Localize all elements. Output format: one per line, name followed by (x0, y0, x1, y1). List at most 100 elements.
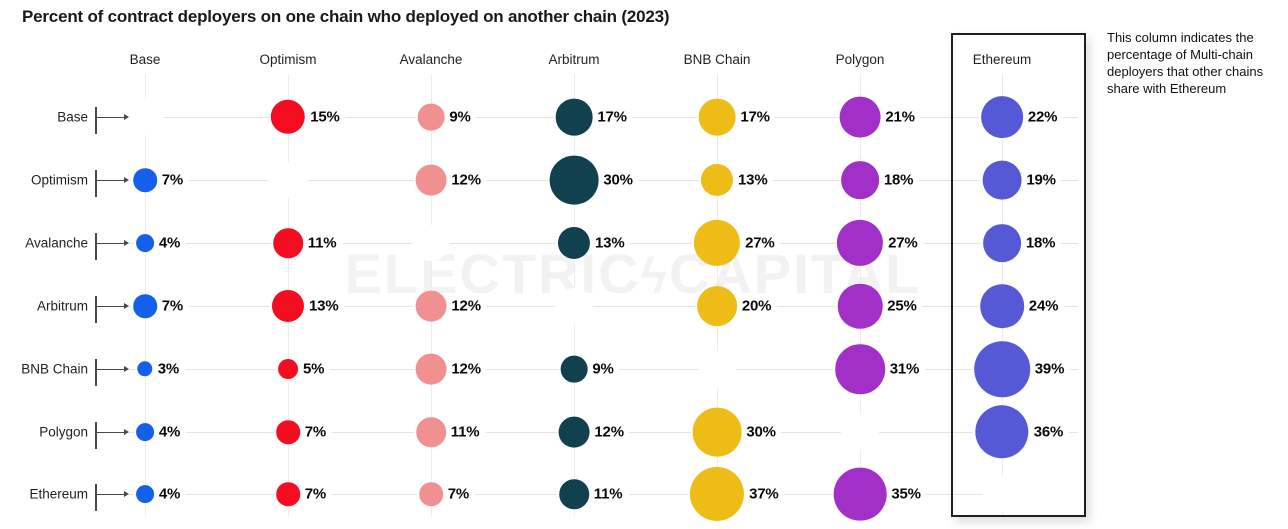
diagonal-mask (127, 99, 163, 135)
gridline-horizontal (307, 179, 414, 181)
annotation-note: This column indicates the percentage of … (1107, 30, 1264, 96)
gridline-horizontal (773, 179, 840, 181)
gridline-horizontal (486, 305, 555, 307)
diagonal-mask (699, 351, 735, 387)
row-arrow-line (96, 493, 124, 495)
bubble-polygon-ethereum (975, 405, 1029, 459)
bubble-optimism-ethereum (982, 160, 1022, 200)
row-arrow-head (124, 365, 129, 372)
row-tick (95, 359, 97, 386)
gridline-horizontal (474, 493, 558, 495)
bubble-avalanche-polygon (836, 219, 884, 267)
bubble-avalanche-arbitrum (557, 226, 591, 260)
watermark-text-left: ELECTRIC (344, 242, 641, 305)
gridline-horizontal (486, 179, 548, 181)
value-label-avalanche-ethereum: 18% (1025, 234, 1056, 252)
gridline-horizontal (185, 493, 275, 495)
value-label-polygon-ethereum: 36% (1033, 423, 1064, 441)
gridline-horizontal (780, 242, 835, 244)
value-label-optimism-polygon: 18% (883, 171, 914, 189)
value-label-ethereum-avalanche: 7% (447, 485, 470, 503)
bubble-polygon-avalanche (416, 417, 446, 447)
gridline-horizontal (922, 305, 979, 307)
row-arrow-head (124, 490, 129, 497)
bubble-optimism-arbitrum (549, 155, 599, 205)
row-tick (95, 233, 97, 260)
gridline-horizontal (129, 242, 135, 244)
value-label-bnb-chain-base: 3% (157, 360, 179, 378)
bubble-base-bnb-chain (698, 98, 736, 136)
bubble-polygon-bnb-chain (692, 407, 742, 457)
value-label-base-optimism: 15% (310, 108, 340, 126)
row-tick (95, 296, 97, 323)
diagonal-mask (556, 288, 592, 324)
diagonal-mask (984, 476, 1020, 512)
gridline-horizontal (450, 242, 556, 244)
row-label-base: Base (57, 109, 88, 125)
bubble-bnb-chain-base (137, 361, 153, 377)
bubble-ethereum-optimism (276, 482, 300, 506)
bubble-base-ethereum (981, 96, 1023, 138)
value-label-base-ethereum: 22% (1027, 108, 1058, 126)
value-label-bnb-chain-avalanche: 12% (451, 360, 481, 378)
value-label-arbitrum-bnb-chain: 20% (741, 297, 772, 315)
row-label-avalanche: Avalanche (25, 235, 88, 251)
value-label-ethereum-optimism: 7% (304, 485, 327, 503)
value-label-arbitrum-polygon: 25% (887, 297, 917, 315)
gridline-horizontal (920, 116, 980, 118)
bubble-ethereum-bnb-chain (689, 466, 745, 522)
value-label-optimism-ethereum: 19% (1026, 171, 1056, 189)
bubble-bnb-chain-ethereum (974, 341, 1030, 397)
gridline-horizontal (1060, 242, 1078, 244)
bubble-bnb-chain-arbitrum (560, 355, 588, 383)
value-label-optimism-base: 7% (161, 171, 184, 189)
gridline-horizontal (1061, 179, 1078, 181)
gridline-horizontal (188, 305, 270, 307)
column-header-avalanche: Avalanche (399, 52, 463, 67)
bubble-bnb-chain-polygon (835, 344, 885, 394)
bubble-arbitrum-optimism (271, 289, 305, 323)
bubble-polygon-arbitrum (558, 416, 590, 448)
gridline-horizontal (1063, 305, 1078, 307)
row-arrow-head (124, 176, 129, 183)
bubble-optimism-bnb-chain (700, 163, 734, 197)
gridline-horizontal (1069, 368, 1078, 370)
bubble-base-arbitrum (555, 98, 593, 136)
gridline-horizontal (342, 242, 412, 244)
gridline-horizontal (188, 179, 269, 181)
diagonal-mask (270, 162, 306, 198)
gridline-horizontal (924, 368, 973, 370)
value-label-arbitrum-base: 7% (161, 297, 184, 315)
gridline-horizontal (781, 431, 841, 433)
bubble-arbitrum-bnb-chain (697, 286, 737, 326)
row-arrow-head (124, 428, 129, 435)
gridline-horizontal (344, 305, 414, 307)
gridline-horizontal (632, 116, 697, 118)
bubble-optimism-polygon (841, 161, 879, 199)
value-label-base-avalanche: 9% (449, 108, 471, 126)
bubble-arbitrum-polygon (837, 283, 883, 329)
value-label-ethereum-polygon: 35% (891, 485, 921, 503)
gridline-horizontal (485, 431, 557, 433)
diagonal-mask (842, 414, 878, 450)
value-label-ethereum-bnb-chain: 37% (749, 485, 779, 503)
gridline-horizontal (129, 431, 135, 433)
row-arrow-line (96, 179, 124, 181)
bubble-optimism-base (133, 168, 157, 192)
bubble-arbitrum-ethereum (980, 284, 1024, 328)
gridline-horizontal (486, 368, 559, 370)
bubble-avalanche-ethereum (983, 224, 1021, 262)
bubble-bnb-chain-optimism (278, 359, 298, 379)
value-label-bnb-chain-optimism: 5% (302, 360, 325, 378)
value-label-bnb-chain-ethereum: 39% (1034, 360, 1065, 378)
row-label-optimism: Optimism (31, 172, 88, 188)
gridline-horizontal (1068, 431, 1078, 433)
bubble-base-optimism (270, 99, 306, 135)
value-label-ethereum-arbitrum: 11% (593, 485, 623, 503)
bubble-arbitrum-base (133, 294, 157, 318)
gridline-horizontal (776, 305, 836, 307)
value-label-arbitrum-avalanche: 12% (451, 297, 481, 315)
bubble-polygon-base (136, 423, 154, 441)
gridline-horizontal (918, 179, 981, 181)
bubble-avalanche-optimism (273, 228, 303, 258)
